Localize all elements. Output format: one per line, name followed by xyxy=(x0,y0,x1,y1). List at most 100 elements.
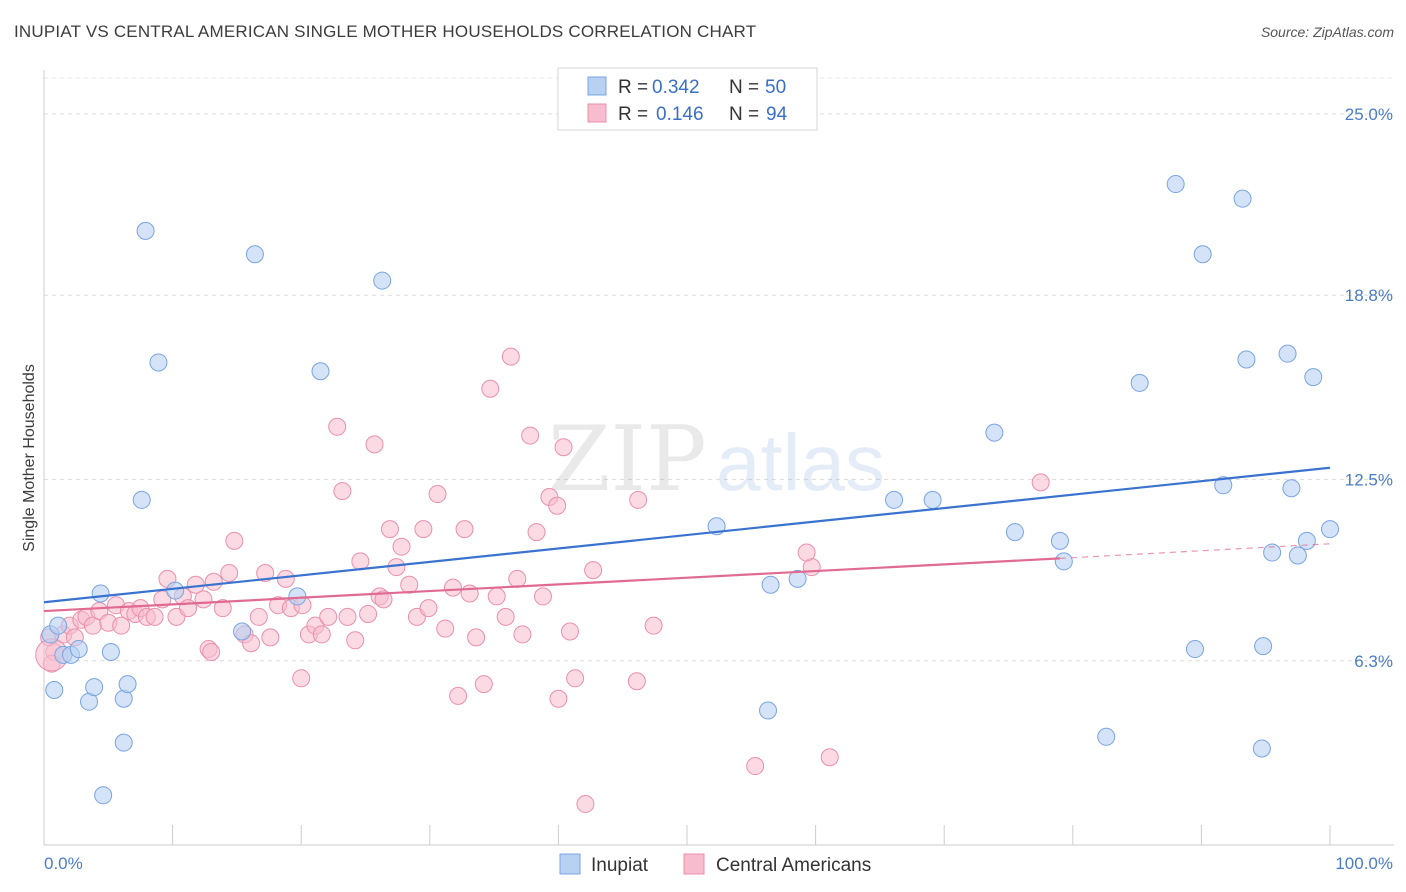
point-inupiat-30 xyxy=(1005,523,1024,542)
point-central-50 xyxy=(374,590,393,609)
point-central-46 xyxy=(351,552,370,571)
legend-r-value-2: 0.146 xyxy=(656,104,704,125)
point-central-54 xyxy=(400,575,419,594)
point-inupiat-28 xyxy=(923,490,942,509)
point-inupiat-12 xyxy=(114,733,133,752)
point-central-21 xyxy=(179,599,198,618)
x-tick-label-start: 0.0% xyxy=(44,854,83,873)
point-central-52 xyxy=(387,558,406,577)
point-central-43 xyxy=(333,482,352,501)
y-tick-label-2: 18.8% xyxy=(1345,286,1393,305)
point-central-44 xyxy=(338,607,357,626)
point-inupiat-40 xyxy=(1237,350,1256,369)
point-central-45 xyxy=(346,631,365,650)
point-central-26 xyxy=(213,599,232,618)
point-central-69 xyxy=(501,347,520,366)
point-central-59 xyxy=(436,619,455,638)
point-inupiat-11 xyxy=(118,675,137,694)
point-central-83 xyxy=(644,616,663,635)
watermark: ZIP atlas xyxy=(548,407,885,512)
point-central-63 xyxy=(460,584,479,603)
legend-n-value-1: 50 xyxy=(765,77,786,98)
point-inupiat-1 xyxy=(49,616,68,635)
legend-r-value-1: 0.342 xyxy=(652,77,700,98)
point-inupiat-25 xyxy=(761,575,780,594)
point-central-28 xyxy=(225,531,244,550)
point-central-27 xyxy=(220,564,239,583)
point-central-32 xyxy=(256,564,275,583)
point-inupiat-42 xyxy=(1254,637,1273,656)
axes xyxy=(43,70,1394,846)
point-inupiat-34 xyxy=(1130,373,1149,392)
bottom-legend-label-central: Central Americans xyxy=(716,855,871,876)
point-central-67 xyxy=(487,587,506,606)
point-inupiat-35 xyxy=(1166,175,1185,194)
point-inupiat-18 xyxy=(233,622,252,641)
point-central-64 xyxy=(467,628,486,647)
point-central-35 xyxy=(276,569,295,588)
point-inupiat-36 xyxy=(1185,640,1204,659)
point-inupiat-47 xyxy=(1297,531,1316,550)
y-tick-label-3: 25.0% xyxy=(1345,105,1393,124)
point-central-68 xyxy=(496,607,515,626)
y-axis-label: Single Mother Households xyxy=(21,364,38,552)
point-central-81 xyxy=(584,561,603,580)
point-inupiat-16 xyxy=(149,353,168,372)
chart-title: INUPIAT VS CENTRAL AMERICAN SINGLE MOTHE… xyxy=(14,22,757,41)
watermark-zip: ZIP xyxy=(548,407,707,512)
point-central-74 xyxy=(533,587,552,606)
point-central-76 xyxy=(548,496,567,515)
point-inupiat-48 xyxy=(1304,368,1323,387)
point-inupiat-37 xyxy=(1193,245,1212,264)
point-inupiat-4 xyxy=(69,640,88,659)
point-central-79 xyxy=(566,669,585,688)
point-central-91 xyxy=(820,748,839,767)
point-central-51 xyxy=(380,520,399,539)
point-central-86 xyxy=(292,669,311,688)
point-inupiat-19 xyxy=(245,245,264,264)
point-central-73 xyxy=(527,523,546,542)
x-tick-labels: 0.0% 100.0% xyxy=(44,854,1393,873)
point-central-47 xyxy=(359,604,378,623)
point-central-58 xyxy=(428,485,447,504)
trend-line-inupiat xyxy=(43,466,1331,604)
point-central-77 xyxy=(554,438,573,457)
point-inupiat-43 xyxy=(1263,543,1282,562)
point-inupiat-26 xyxy=(788,569,807,588)
point-inupiat-9 xyxy=(85,678,104,697)
bottom-legend-swatch-central xyxy=(683,853,705,875)
point-inupiat-39 xyxy=(1233,189,1252,208)
point-central-42 xyxy=(328,417,347,436)
point-inupiat-46 xyxy=(1288,546,1307,565)
point-central-56 xyxy=(414,520,433,539)
point-inupiat-33 xyxy=(1097,727,1116,746)
point-central-57 xyxy=(419,599,438,618)
legend-swatch-central xyxy=(587,103,607,123)
point-central-78 xyxy=(560,622,579,641)
point-central-90 xyxy=(746,757,765,776)
point-inupiat-49 xyxy=(1321,520,1339,539)
point-inupiat-17 xyxy=(166,581,185,600)
y-tick-labels: 6.3% 12.5% 18.8% 25.0% xyxy=(1345,105,1393,671)
point-central-11 xyxy=(112,616,131,635)
point-central-72 xyxy=(521,426,540,445)
point-inupiat-29 xyxy=(985,423,1004,442)
point-inupiat-21 xyxy=(311,362,330,381)
point-inupiat-14 xyxy=(132,490,151,509)
point-inupiat-15 xyxy=(136,221,155,240)
bottom-legend-swatch-inupiat xyxy=(559,853,581,875)
point-central-48 xyxy=(365,435,384,454)
point-inupiat-5 xyxy=(91,584,110,603)
legend-n-label-1: N = xyxy=(729,77,759,98)
point-central-40 xyxy=(312,625,331,644)
source-label: Source: ZipAtlas.com xyxy=(1260,24,1394,40)
point-central-60 xyxy=(443,578,462,597)
point-central-33 xyxy=(261,628,280,647)
central-americans-points xyxy=(35,347,1050,814)
y-tick-label-0: 6.3% xyxy=(1354,652,1393,671)
point-central-82 xyxy=(629,490,648,509)
point-central-53 xyxy=(392,537,411,556)
point-inupiat-6 xyxy=(101,642,120,661)
point-central-23 xyxy=(194,590,213,609)
